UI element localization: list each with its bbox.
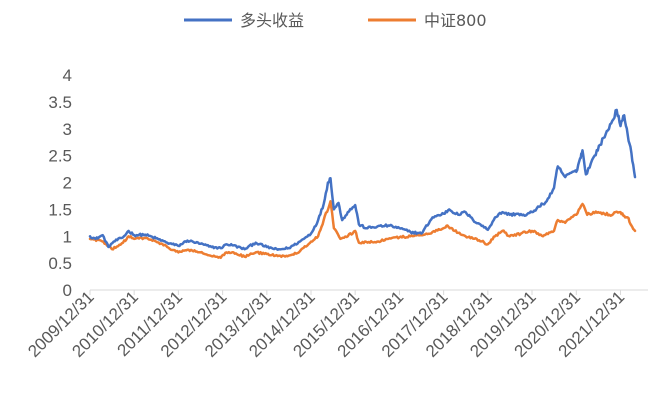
y-tick-label: 0 <box>63 281 72 300</box>
y-axis: 0 0.5 1 1.5 2 2.5 3 3.5 4 <box>48 66 72 300</box>
series-line-2 <box>88 200 637 260</box>
legend-label-series-2: 中证800 <box>424 11 487 30</box>
legend: 多头收益 中证800 <box>184 11 487 30</box>
y-tick-label: 0.5 <box>48 254 72 273</box>
y-tick-label: 3 <box>63 120 72 139</box>
y-tick-label: 1.5 <box>48 200 72 219</box>
y-tick-label: 2 <box>63 174 72 193</box>
y-tick-label: 3.5 <box>48 93 72 112</box>
x-axis: 2009/12/312010/12/312011/12/312012/12/31… <box>24 287 648 361</box>
series-layer <box>88 108 637 260</box>
y-tick-label: 4 <box>63 66 72 85</box>
legend-label-series-1: 多头收益 <box>240 11 304 30</box>
series-line-1 <box>88 108 637 251</box>
y-tick-label: 2.5 <box>48 147 72 166</box>
y-tick-label: 1 <box>63 227 72 246</box>
